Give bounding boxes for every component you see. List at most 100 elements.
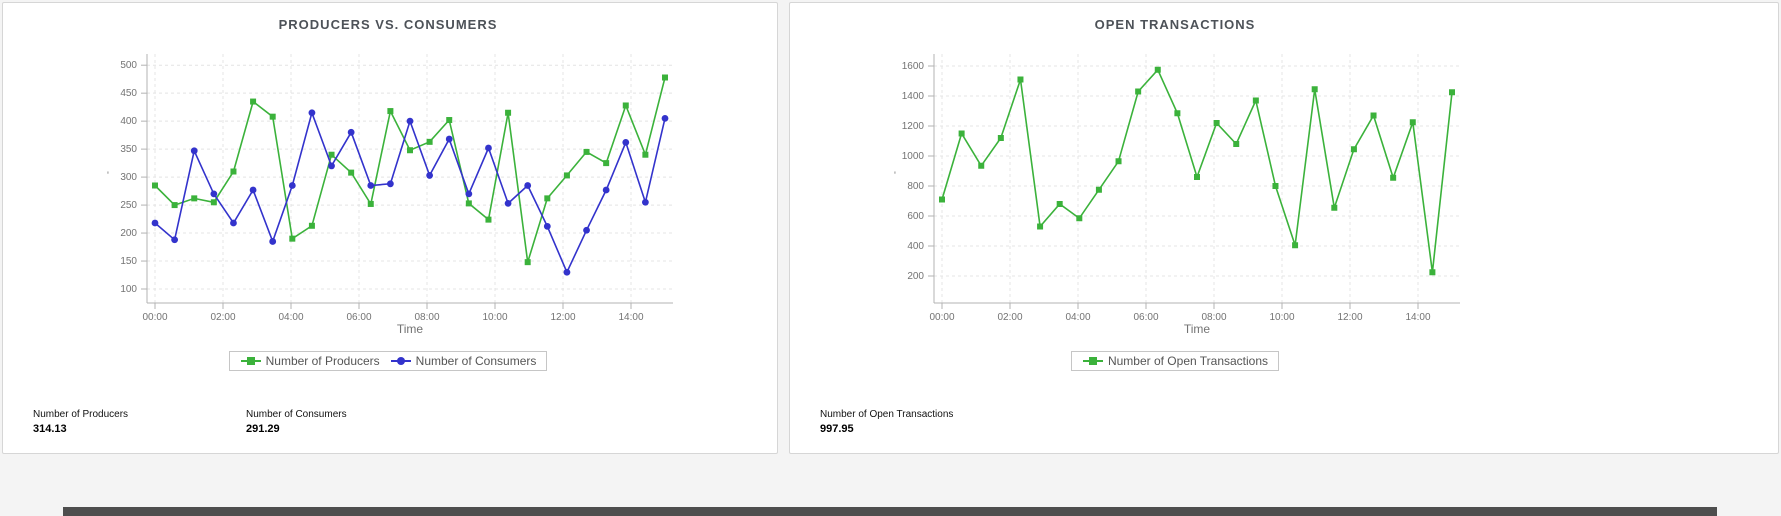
data-point-square	[1017, 76, 1024, 83]
data-point-circle	[602, 186, 610, 194]
data-point-circle	[563, 268, 571, 276]
x-tick-label: 10:00	[482, 312, 507, 323]
y-tick-label: 300	[120, 172, 137, 183]
data-point-square	[1115, 158, 1122, 165]
y-tick-label: 800	[907, 181, 924, 192]
x-tick-label: 02:00	[210, 312, 235, 323]
summary-label: Number of Open Transactions	[820, 409, 954, 420]
data-point-square	[171, 202, 178, 209]
data-point-circle	[445, 135, 453, 143]
x-tick-label: 02:00	[997, 312, 1022, 323]
data-point-circle	[210, 190, 218, 198]
legend-square-marker-icon	[240, 357, 261, 365]
axes: 200 400 600 800 1000 1200 1400 1600 00:00 02:00 04…	[902, 54, 1460, 323]
y-axis-label: '	[894, 171, 896, 182]
y-tick-label: 400	[907, 241, 924, 252]
data-point-square	[1390, 174, 1397, 181]
data-point-square	[603, 160, 610, 167]
y-tick-label: 350	[120, 144, 137, 155]
legend-box: Number of Open Transactions	[1070, 351, 1280, 371]
grid-lines	[934, 54, 1460, 303]
chart-legend: Number of Producers Number of Consumers	[3, 351, 773, 371]
x-tick-label: 06:00	[346, 312, 371, 323]
data-point-square	[583, 148, 590, 155]
series-number-of-open-transactions	[939, 66, 1455, 276]
data-point-circle	[230, 219, 237, 227]
data-point-circle	[308, 109, 316, 117]
data-point-square	[1233, 141, 1240, 147]
data-point-square	[485, 216, 492, 223]
x-tick-label: 08:00	[1201, 312, 1226, 323]
summary-stat-number-of-consumers: Number of Consumers 291.29	[246, 409, 459, 435]
x-axis-label: Time	[1184, 322, 1211, 336]
legend-circle-marker-icon	[390, 357, 411, 365]
bottom-panel-edge	[63, 507, 1717, 516]
summary-value: 291.29	[246, 423, 280, 435]
x-tick-label: 04:00	[278, 312, 303, 323]
data-point-square	[387, 108, 394, 115]
data-point-square	[1311, 86, 1318, 93]
data-point-square	[1056, 201, 1063, 207]
data-point-square	[426, 138, 433, 145]
data-point-square	[544, 195, 551, 202]
grid-lines	[147, 54, 673, 303]
chart-block: PRODUCERS VS. CONSUMERS 100 150 200 250 300 3…	[3, 3, 773, 371]
data-point-circle	[641, 198, 649, 206]
data-point-circle	[151, 219, 159, 227]
y-tick-label: 100	[120, 284, 137, 295]
x-tick-label: 14:00	[618, 312, 643, 323]
chart-legend: Number of Open Transactions	[790, 351, 1560, 371]
y-tick-label: 400	[120, 116, 137, 127]
data-point-square	[1037, 223, 1044, 230]
data-point-circle	[485, 144, 492, 152]
data-point-square	[250, 98, 257, 105]
y-tick-label: 500	[120, 60, 137, 71]
legend-item-number-of-open-transactions[interactable]: Number of Open Transactions	[1077, 353, 1273, 369]
data-point-square	[1272, 183, 1279, 189]
data-point-square	[505, 109, 512, 116]
data-point-square	[191, 195, 198, 202]
data-point-circle	[269, 238, 277, 245]
chart-card-open-transactions: OPEN TRANSACTIONS 200 400 600 800 1000 1200 14…	[789, 2, 1779, 454]
data-point-square	[1292, 242, 1299, 249]
data-point-square	[367, 200, 374, 207]
line-chart: 200 400 600 800 1000 1200 1400 1600 00:00 02:00 04…	[894, 54, 1460, 336]
summary-label: Number of Producers	[33, 409, 129, 420]
data-point-square	[1213, 120, 1220, 126]
axes: 100 150 200 250 300 350 400 450 500 00:00 02:00 04:…	[120, 54, 673, 323]
data-point-square	[622, 102, 629, 109]
x-tick-label: 10:00	[1269, 312, 1294, 323]
summary-label: Number of Consumers	[246, 409, 347, 420]
data-point-circle	[465, 190, 473, 198]
x-tick-label: 00:00	[929, 312, 954, 323]
series-number-of-producers	[152, 74, 668, 266]
x-tick-label: 04:00	[1065, 312, 1090, 323]
data-point-square	[662, 74, 668, 81]
y-tick-label: 250	[120, 200, 137, 211]
data-point-square	[230, 168, 237, 175]
legend-label: Number of Consumers	[415, 354, 537, 368]
data-point-circle	[386, 180, 394, 188]
data-point-square	[1409, 119, 1416, 126]
legend-item-number-of-consumers[interactable]: Number of Consumers	[385, 353, 542, 369]
y-tick-label: 200	[120, 228, 137, 239]
data-point-circle	[171, 236, 179, 244]
data-point-circle	[288, 182, 296, 189]
summary-stat-number-of-open-transactions: Number of Open Transactions 997.95	[820, 409, 1033, 435]
y-tick-label: 1000	[902, 151, 925, 162]
data-point-circle	[583, 226, 590, 234]
y-axis-label: '	[107, 171, 109, 182]
data-point-circle	[524, 182, 532, 189]
data-point-square	[348, 169, 355, 176]
data-point-square	[1154, 66, 1161, 73]
y-tick-label: 1400	[902, 91, 925, 102]
line-chart: 100 150 200 250 300 350 400 450 500 00:00 02:00 04:…	[107, 54, 673, 336]
data-point-square	[407, 147, 413, 154]
x-tick-label: 12:00	[550, 312, 575, 323]
data-point-circle	[543, 222, 551, 230]
data-point-square	[1252, 97, 1259, 104]
data-point-circle	[661, 114, 669, 122]
data-point-square	[1095, 186, 1102, 193]
legend-item-number-of-producers[interactable]: Number of Producers	[235, 353, 385, 369]
x-tick-label: 08:00	[414, 312, 439, 323]
